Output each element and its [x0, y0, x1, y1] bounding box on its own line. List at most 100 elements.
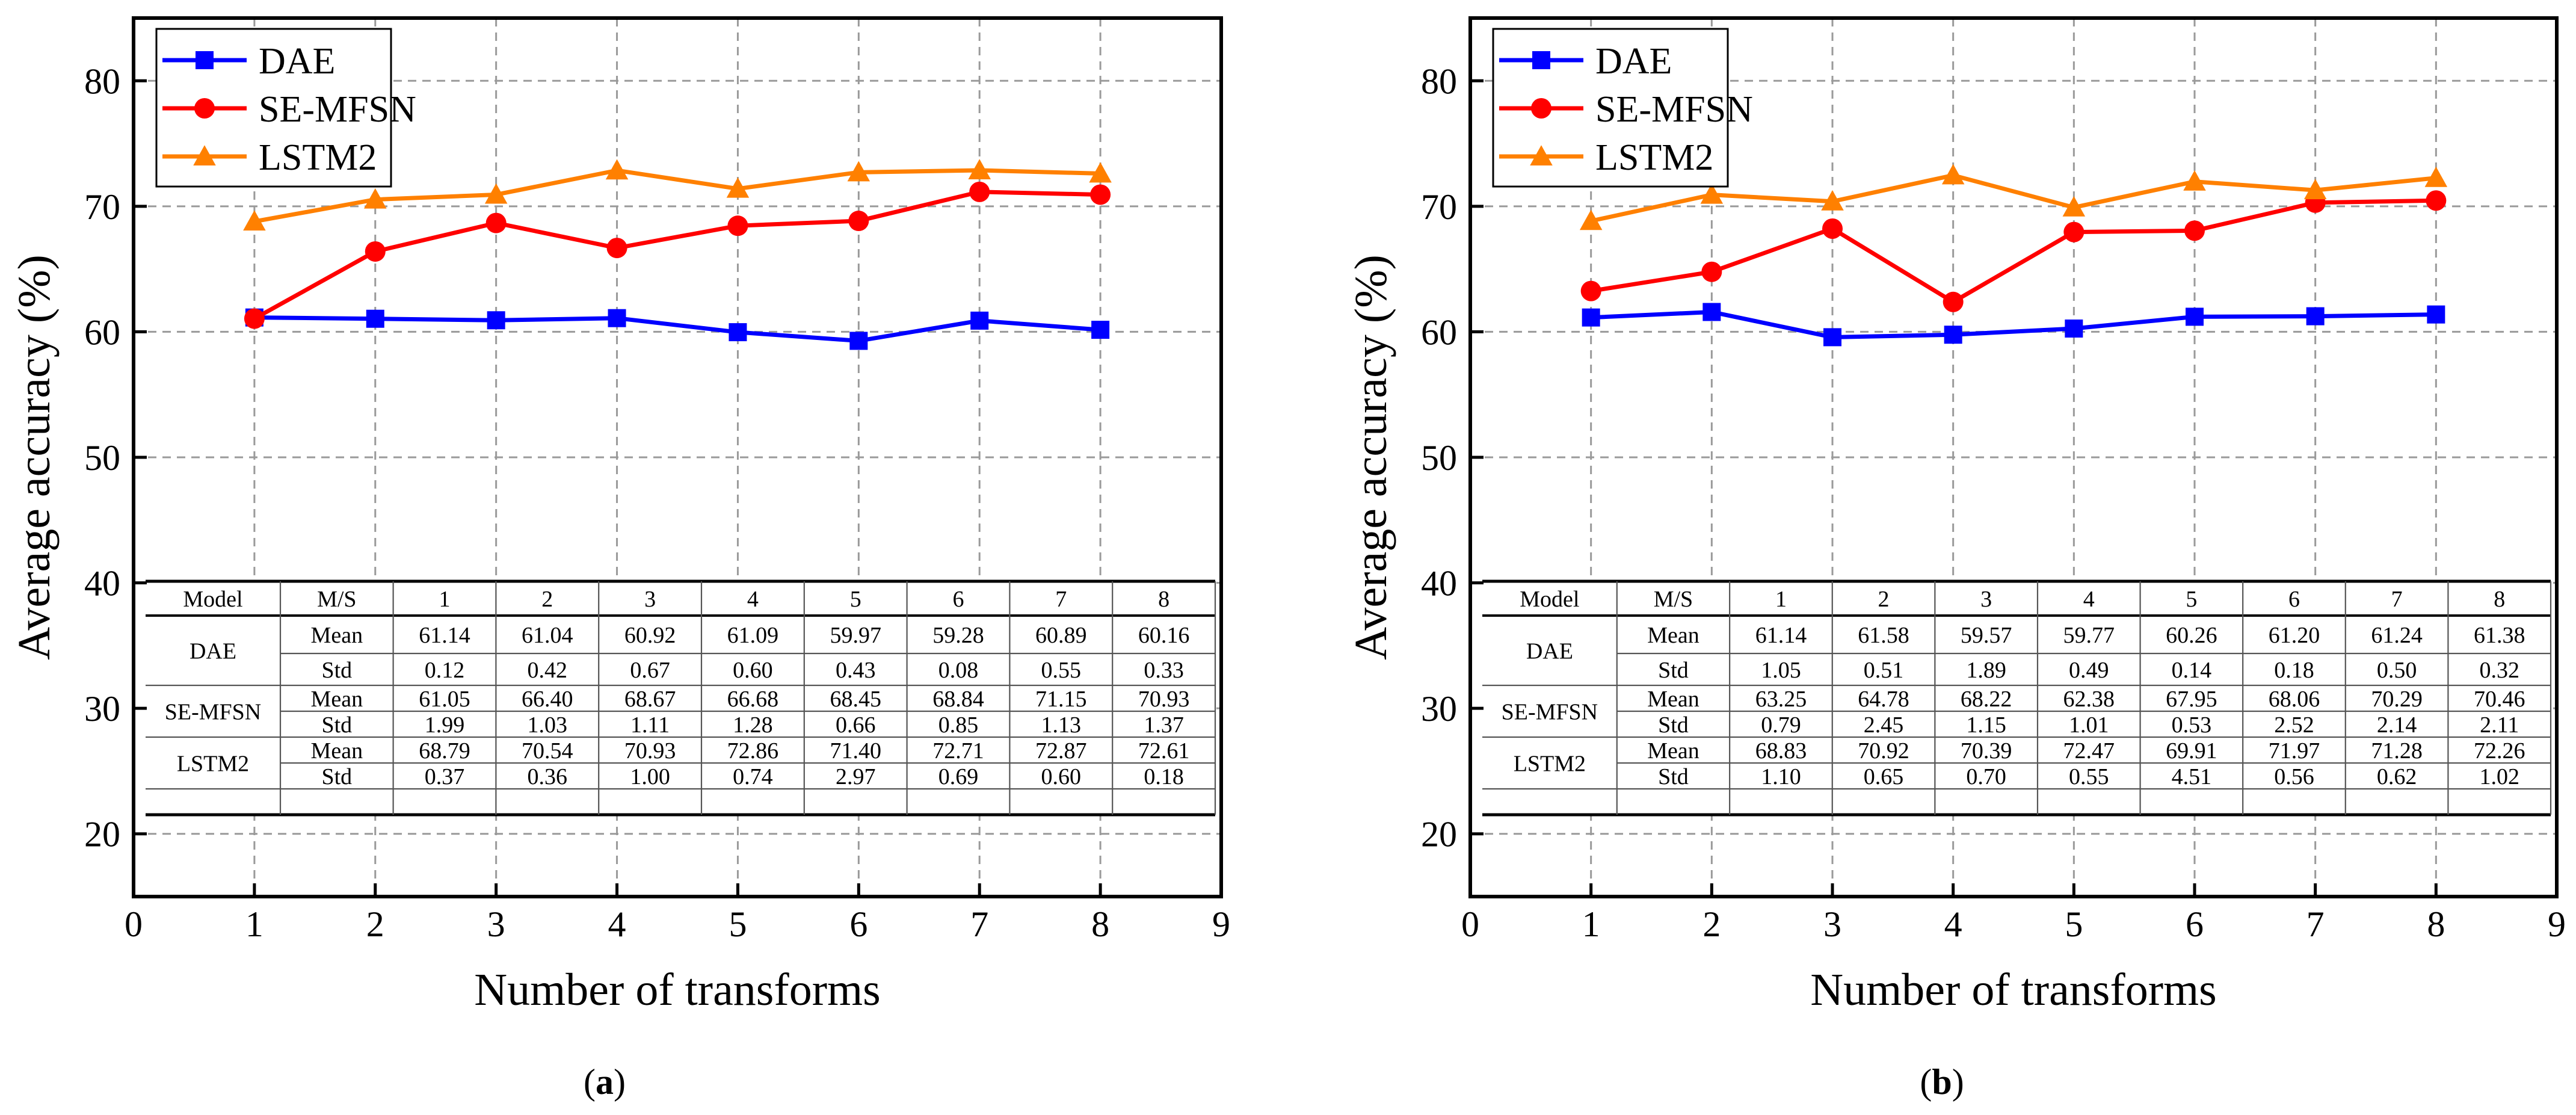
panel-b-table-mean-cell: 70.39	[1961, 738, 2012, 764]
panel-a-data-point-dae	[366, 309, 384, 328]
panel-a-table-header-cell: 1	[439, 587, 451, 612]
panel-b-table-model-cell: LSTM2	[1514, 751, 1586, 776]
panel-b-y-axis-label: Average accuracy (%)	[1346, 255, 1396, 660]
panel-a-y-tick-label: 70	[84, 187, 120, 227]
panel-b-data-point-dae	[2065, 320, 2083, 338]
panel-a-y-tick-label: 60	[84, 312, 120, 352]
panel-b-x-tick-label: 0	[1461, 904, 1479, 944]
panel-a-data-point-se-mfsn	[606, 238, 627, 259]
panel-a-x-tick-label: 7	[970, 904, 988, 944]
panel-b-x-tick-label: 5	[2065, 904, 2083, 944]
panel-a-table-mean-cell: 59.28	[932, 623, 984, 648]
panel-a-x-tick-label: 4	[608, 904, 626, 944]
panel-a-table-mean-cell: 66.40	[522, 687, 573, 712]
panel-a-data-point-se-mfsn	[244, 308, 265, 329]
panel-a-table-std-cell: 0.60	[1041, 764, 1082, 789]
panel-a-table-mean-cell: 70.93	[1138, 687, 1190, 712]
panel-a-table-mean-cell: 71.15	[1035, 687, 1087, 712]
panel-b-y-tick-label: 70	[1421, 187, 1457, 227]
panel-a-table-header-cell: 6	[953, 587, 964, 612]
panel-b-data-point-se-mfsn	[2063, 221, 2085, 242]
panel-b-table-header-cell: 3	[1980, 587, 1992, 612]
panel-b-table-mean-cell: 59.57	[1961, 623, 2012, 648]
panel-a-y-tick-label: 80	[84, 61, 120, 101]
panel-a-series-se-mfsn	[244, 181, 1111, 329]
panel-b-table-header-cell: 2	[1878, 587, 1890, 612]
panel-a-table-std-cell: 0.18	[1144, 764, 1184, 789]
panel-a-table-std-cell: 0.33	[1144, 658, 1184, 683]
panel-a-table-header-cell: 2	[541, 587, 553, 612]
panel-b-table-mean-cell: 63.25	[1755, 687, 1807, 712]
panel-a-table-mean-cell: 61.14	[419, 623, 470, 648]
panel-b-table-mean-cell: 61.24	[2371, 623, 2423, 648]
panel-a-panel-caption: (a)	[584, 1062, 626, 1102]
panel-b-x-tick-label: 4	[1944, 904, 1962, 944]
panel-b-legend-label-se-mfsn: SE-MFSN	[1595, 89, 1753, 130]
panel-b-table-mean-label: Mean	[1647, 623, 1699, 648]
panel-b-data-point-lstm2	[1579, 209, 1603, 230]
panel-b-table-std-cell: 2.45	[1864, 712, 1904, 738]
panel-a-table-std-cell: 0.12	[425, 658, 465, 683]
panel-a-x-tick-label: 6	[849, 904, 867, 944]
panel-a-x-tick-label: 5	[729, 904, 747, 944]
panel-b-x-tick-label: 7	[2306, 904, 2325, 944]
panel-b-table-std-cell: 1.01	[2069, 712, 2109, 738]
panel-b-table-std-cell: 2.14	[2377, 712, 2417, 738]
panel-a-x-tick-label: 3	[487, 904, 505, 944]
panel-a-data-point-dae	[729, 323, 747, 342]
panel-b-table-header-cell: 8	[2494, 587, 2505, 612]
panel-b-series-line-lstm2	[1590, 173, 2436, 223]
panel-b-table-std-cell: 4.51	[2172, 764, 2212, 789]
panel-b-data-point-lstm2	[2183, 170, 2206, 191]
panel-b-table-std-cell: 0.32	[2479, 658, 2519, 683]
panel-b-y-tick-label: 80	[1421, 61, 1457, 101]
panel-b-legend-label-lstm2: LSTM2	[1595, 137, 1713, 178]
panel-a-y-tick-label: 30	[84, 689, 120, 729]
panel-b-data-point-se-mfsn	[1580, 280, 1601, 301]
panel-a-table-std-cell: 0.43	[836, 658, 876, 683]
panel-b-table-mean-label: Mean	[1647, 738, 1699, 764]
panel-a-table-std-cell: 0.85	[938, 712, 979, 738]
panel-a-legend-label-lstm2: LSTM2	[259, 137, 377, 178]
panel-b-series-lstm2	[1579, 164, 2448, 230]
panel-b-table-mean-cell: 70.29	[2371, 687, 2423, 712]
panel-b-series-dae	[1582, 303, 2445, 347]
panel-a-table-mean-label: Mean	[311, 687, 363, 712]
panel-a-x-tick-label: 1	[245, 904, 263, 944]
panel-a-data-point-se-mfsn	[727, 215, 748, 236]
panel-b-data-point-lstm2	[1700, 183, 1724, 204]
panel-b-data-point-dae	[2186, 307, 2204, 326]
panel-b-data-point-se-mfsn	[2184, 220, 2205, 241]
panel-b-table-mean-cell: 67.95	[2166, 687, 2217, 712]
panel-a-legend-marker-dae	[196, 51, 214, 69]
panel-a-table-mean-cell: 70.93	[624, 738, 676, 764]
panel-a-table-mean-cell: 61.05	[419, 687, 470, 712]
panel-a-table-mean-cell: 66.68	[727, 687, 779, 712]
panel-a-legend-label-se-mfsn: SE-MFSN	[259, 89, 416, 130]
panel-b-table-header-cell: Model	[1520, 587, 1579, 612]
panel-b-x-tick-label: 6	[2186, 904, 2204, 944]
panel-b-series-line-dae	[1591, 309, 2436, 339]
panel-b-table-mean-cell: 70.46	[2474, 687, 2525, 712]
panel-b-table-std-cell: 0.49	[2069, 658, 2109, 683]
panel-a-table-header-cell: 8	[1158, 587, 1169, 612]
panel-a-table-std-label: Std	[321, 764, 352, 789]
panel-a-table-mean-cell: 72.71	[932, 738, 984, 764]
panel-a-data-point-lstm2	[847, 161, 870, 182]
panel-b-x-tick-label: 8	[2427, 904, 2445, 944]
panel-a-data-point-dae	[487, 311, 505, 330]
panel-a-table-header-cell: Model	[183, 587, 242, 612]
panel-b-y-tick-label: 40	[1421, 564, 1457, 604]
panel-b-series-line-se-mfsn	[1591, 198, 2436, 304]
panel-a-y-tick-label: 40	[84, 564, 120, 604]
panel-a-table-mean-cell: 70.54	[522, 738, 573, 764]
panel-a-x-tick-label: 8	[1091, 904, 1109, 944]
panel-b-x-axis-label: Number of transforms	[1810, 965, 2216, 1015]
panel-b-table-std-cell: 2.52	[2274, 712, 2314, 738]
panel-a-table-std-cell: 1.37	[1144, 712, 1184, 738]
panel-a-table-std-cell: 0.74	[733, 764, 773, 789]
panel-b-table-mean-cell: 68.22	[1961, 687, 2012, 712]
